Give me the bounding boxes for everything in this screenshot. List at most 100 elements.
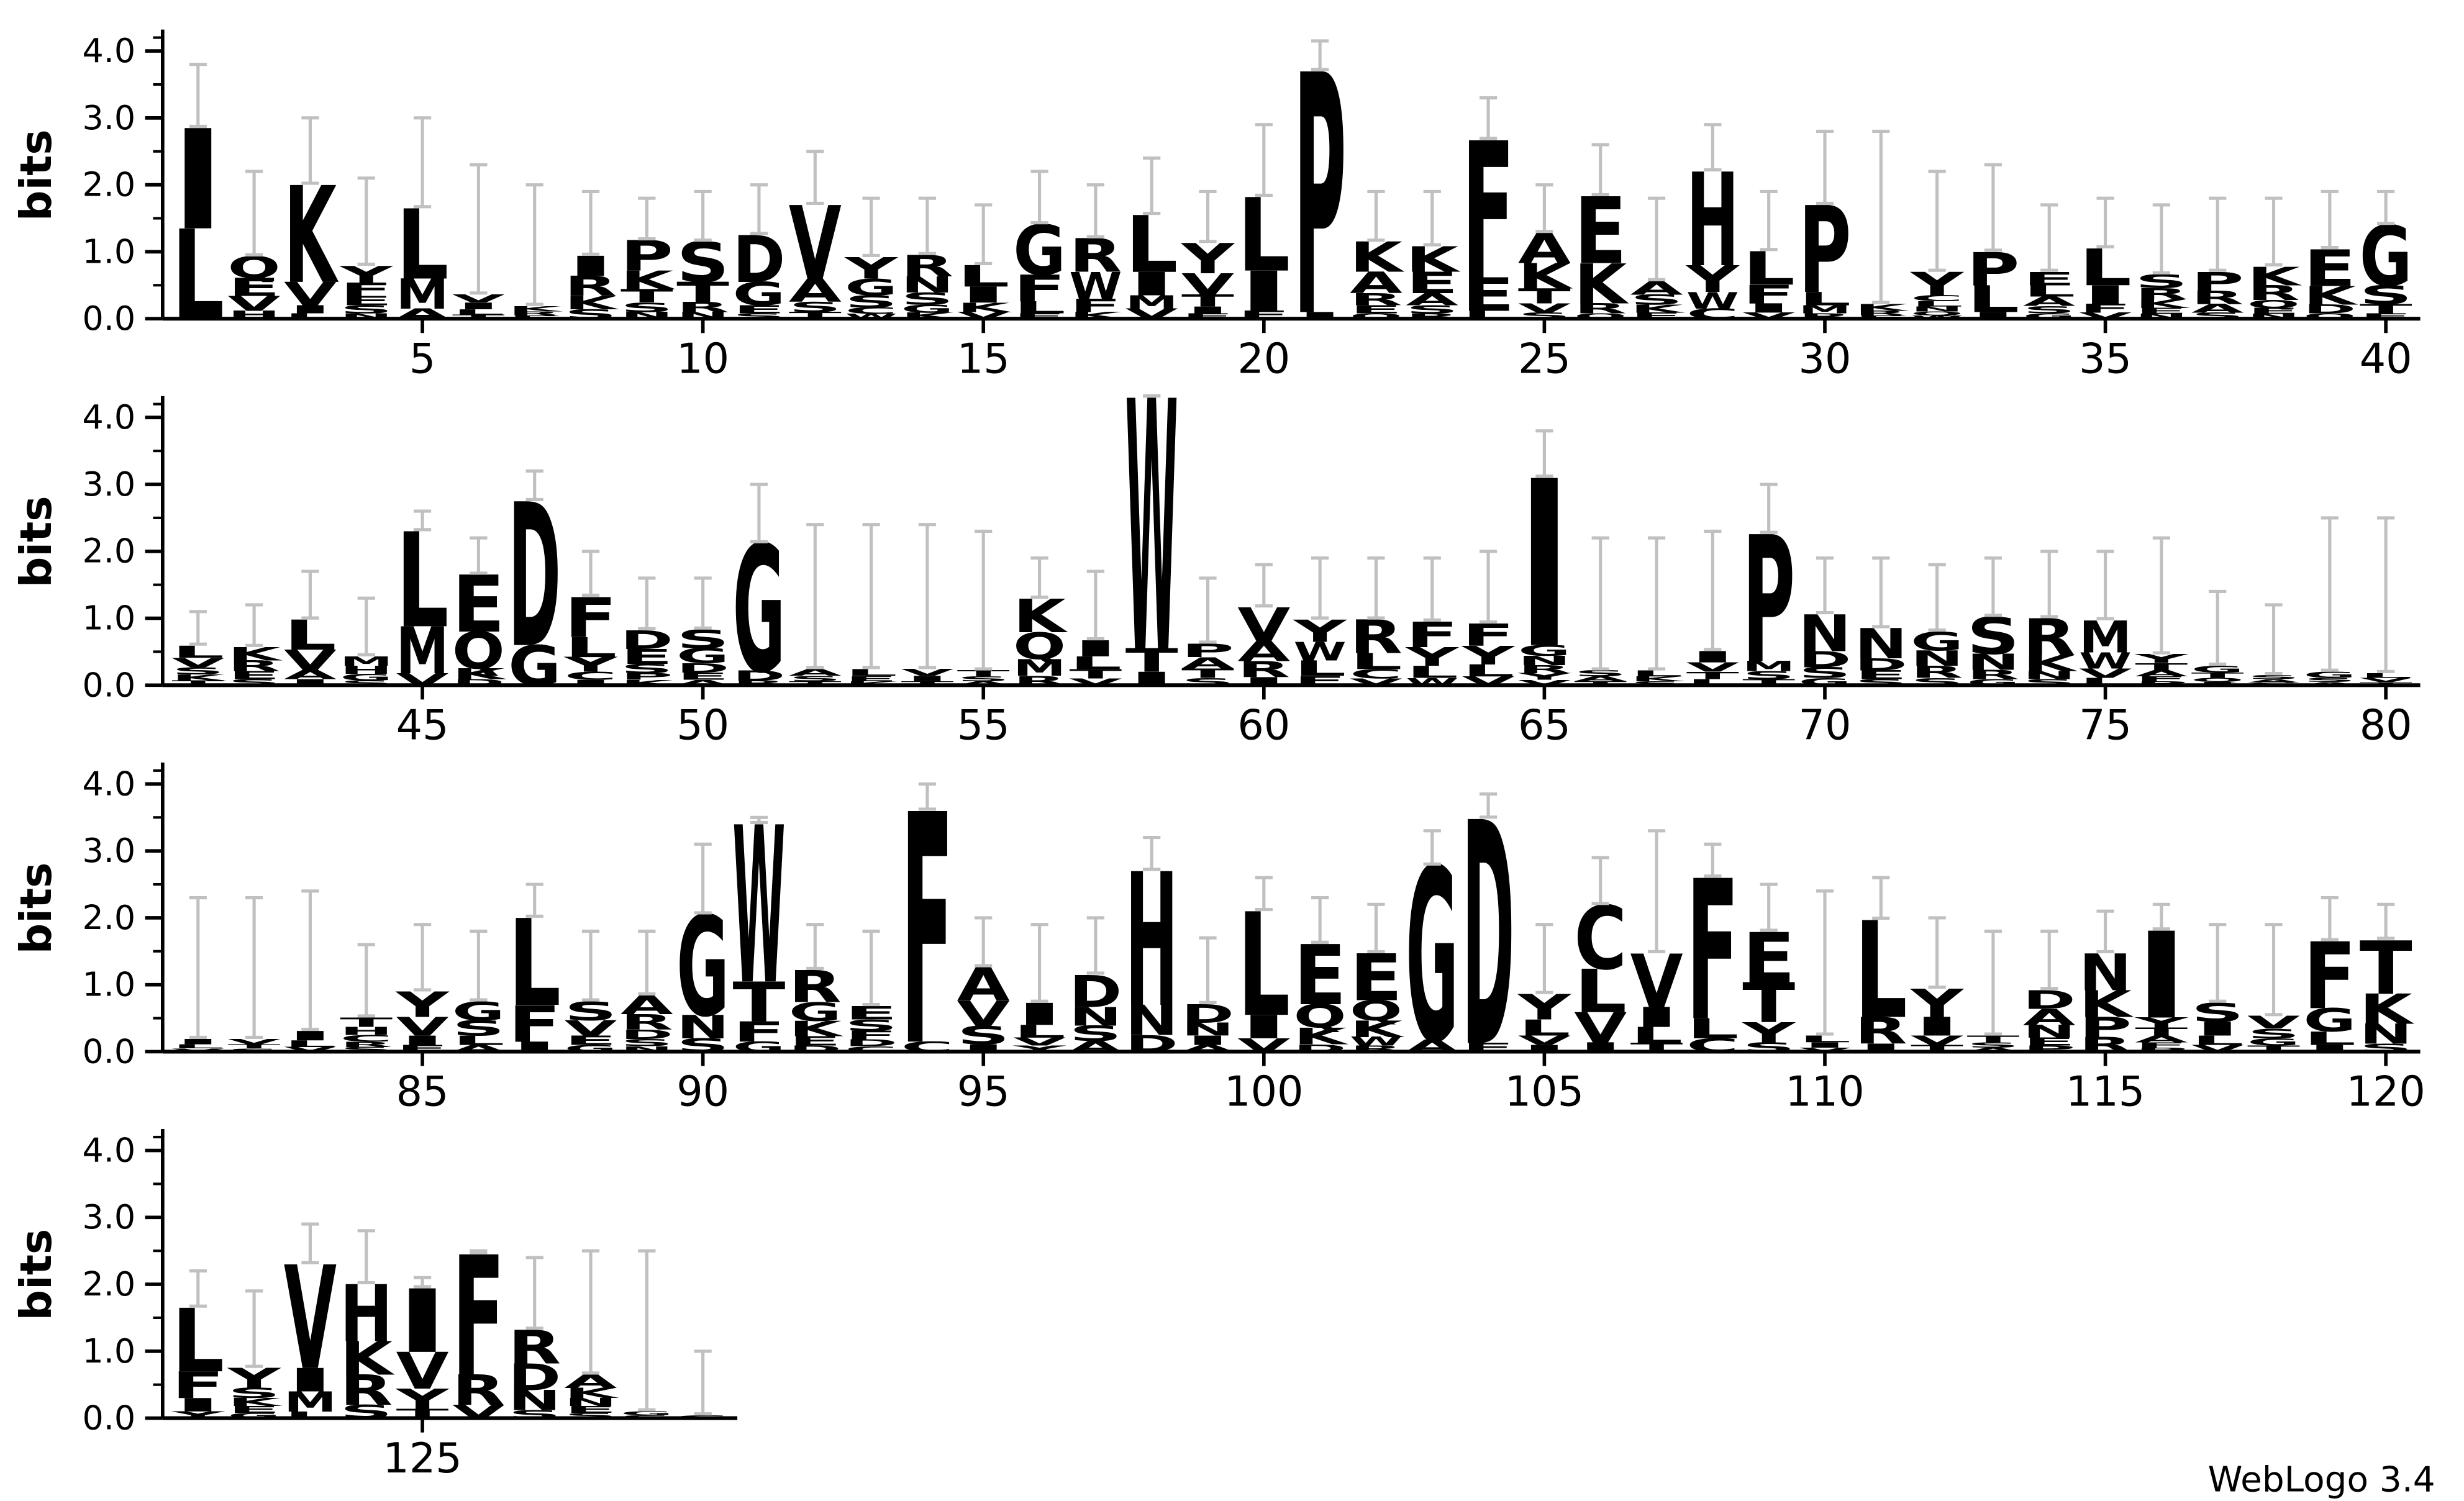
logo-letter: S xyxy=(1069,1022,1122,1046)
error-bar xyxy=(1255,876,1273,912)
logo-letter: D xyxy=(1799,647,1852,673)
error-bar xyxy=(525,1256,543,1330)
logo-letter: G xyxy=(733,1039,786,1055)
logo-letter: L xyxy=(284,1038,337,1049)
logo-letter: A xyxy=(2303,681,2356,686)
logo-letter: S xyxy=(1406,303,1458,316)
logo-letter: K xyxy=(508,304,563,313)
logo-letter: E xyxy=(733,303,786,316)
logo-letter: C xyxy=(565,669,617,682)
logo-letter: I xyxy=(1911,1012,1963,1041)
logo-letter: K xyxy=(228,643,283,664)
logo-letter: N xyxy=(1911,306,1963,313)
logo-letter: V xyxy=(1911,1033,1963,1048)
logo-letter: A xyxy=(789,667,842,678)
logo-letter: M xyxy=(1013,655,1066,681)
logo-letter: E xyxy=(2135,306,2188,316)
logo-letter: W xyxy=(1911,314,1963,320)
logo-letter: A xyxy=(676,678,729,687)
logo-letter: E xyxy=(1855,314,1907,320)
logo-letter: I xyxy=(171,1394,224,1415)
error-bar xyxy=(413,923,432,992)
logo-letter: E xyxy=(565,1033,617,1048)
error-bar xyxy=(470,536,488,575)
logo-letter: I xyxy=(2135,908,2188,1046)
error-bar xyxy=(2377,902,2395,940)
logo-letter: T xyxy=(1742,678,1795,687)
logo-letter: V xyxy=(1686,660,1739,675)
error-bar xyxy=(1591,536,1609,671)
logo-letter: W xyxy=(1686,288,1739,314)
logo-letter: T xyxy=(1518,284,1571,308)
logo-letter: G xyxy=(1911,627,1963,656)
logo-letter: H xyxy=(228,309,281,322)
logo-letter: E xyxy=(789,1034,842,1049)
x-tick-label: 105 xyxy=(1505,1068,1584,1116)
error-bar xyxy=(470,929,488,1002)
logo-letter: I xyxy=(1742,301,1795,315)
logo-letter: S xyxy=(845,292,898,311)
logo-letter: V xyxy=(1630,940,1683,1025)
logo-letter: V xyxy=(1518,1033,1571,1048)
x-tick-label: 115 xyxy=(2066,1068,2145,1116)
x-tick-label: 75 xyxy=(2079,701,2132,750)
logo-letter: R xyxy=(1406,312,1458,320)
error-bar xyxy=(189,610,207,646)
logo-letter: R xyxy=(2135,285,2188,303)
logo-letter: P xyxy=(2079,1012,2132,1043)
error-bar xyxy=(301,116,319,185)
logo-letter: L xyxy=(1630,669,1683,679)
error-bar xyxy=(1479,792,1498,819)
logo-letter: T xyxy=(1069,666,1122,681)
x-tick-label: 10 xyxy=(676,334,729,383)
logo-letter: D xyxy=(676,661,729,676)
error-bar xyxy=(1086,569,1104,641)
error-bar xyxy=(1086,916,1104,975)
logo-letter: G xyxy=(733,276,786,313)
error-bar xyxy=(189,1269,207,1308)
logo-letter: L xyxy=(1518,1015,1571,1041)
logo-letter: F xyxy=(1013,267,1066,310)
y-tick-label: 2.0 xyxy=(83,165,136,204)
error-bar xyxy=(2096,196,2114,249)
logo-letter: Y xyxy=(2134,1015,2189,1031)
logo-letter: E xyxy=(228,669,281,682)
logo-letter: Q xyxy=(2303,312,2356,320)
logo-letter: C xyxy=(1686,1035,1739,1056)
logo-letter: R xyxy=(1855,1010,1907,1053)
error-bar xyxy=(862,929,880,1007)
logo-letter: A xyxy=(1966,1046,2019,1053)
error-bar xyxy=(2377,189,2395,225)
logo-letter: E xyxy=(845,674,898,683)
error-bar xyxy=(2152,536,2170,655)
logo-letter: L xyxy=(1462,661,1515,681)
x-tick-label: 95 xyxy=(957,1068,1010,1116)
logo-letter: L xyxy=(1966,278,2019,321)
logo-letter: F xyxy=(1181,312,1234,320)
logo-letter: L xyxy=(1799,288,1852,309)
logo-letter: V xyxy=(1799,1046,1852,1053)
logo-letter: L xyxy=(1630,1023,1683,1048)
logo-letter: G xyxy=(340,672,393,682)
logo-letter: Y xyxy=(339,261,394,288)
logo-letter: I xyxy=(452,301,505,311)
error-bar xyxy=(1647,829,1666,954)
logo-letter: E xyxy=(1462,1041,1515,1054)
error-bar xyxy=(2321,896,2339,941)
logo-letter: I xyxy=(1237,675,1290,688)
logo-letter: V xyxy=(2191,1043,2244,1054)
logo-letter: A xyxy=(957,680,1010,686)
error-bar xyxy=(1255,563,1273,608)
logo-letter: S xyxy=(171,665,224,677)
logo-letter: W xyxy=(1294,637,1347,666)
logo-letter: R xyxy=(565,271,617,302)
logo-letter: S xyxy=(452,1016,505,1041)
logo-letter: N xyxy=(1911,646,1963,671)
logo-letter: Y xyxy=(1686,258,1740,301)
logo-letter: R xyxy=(2247,281,2300,305)
logo-letter: S xyxy=(901,289,953,309)
error-bar xyxy=(2265,196,2283,267)
y-axis-title: bits xyxy=(12,129,61,221)
